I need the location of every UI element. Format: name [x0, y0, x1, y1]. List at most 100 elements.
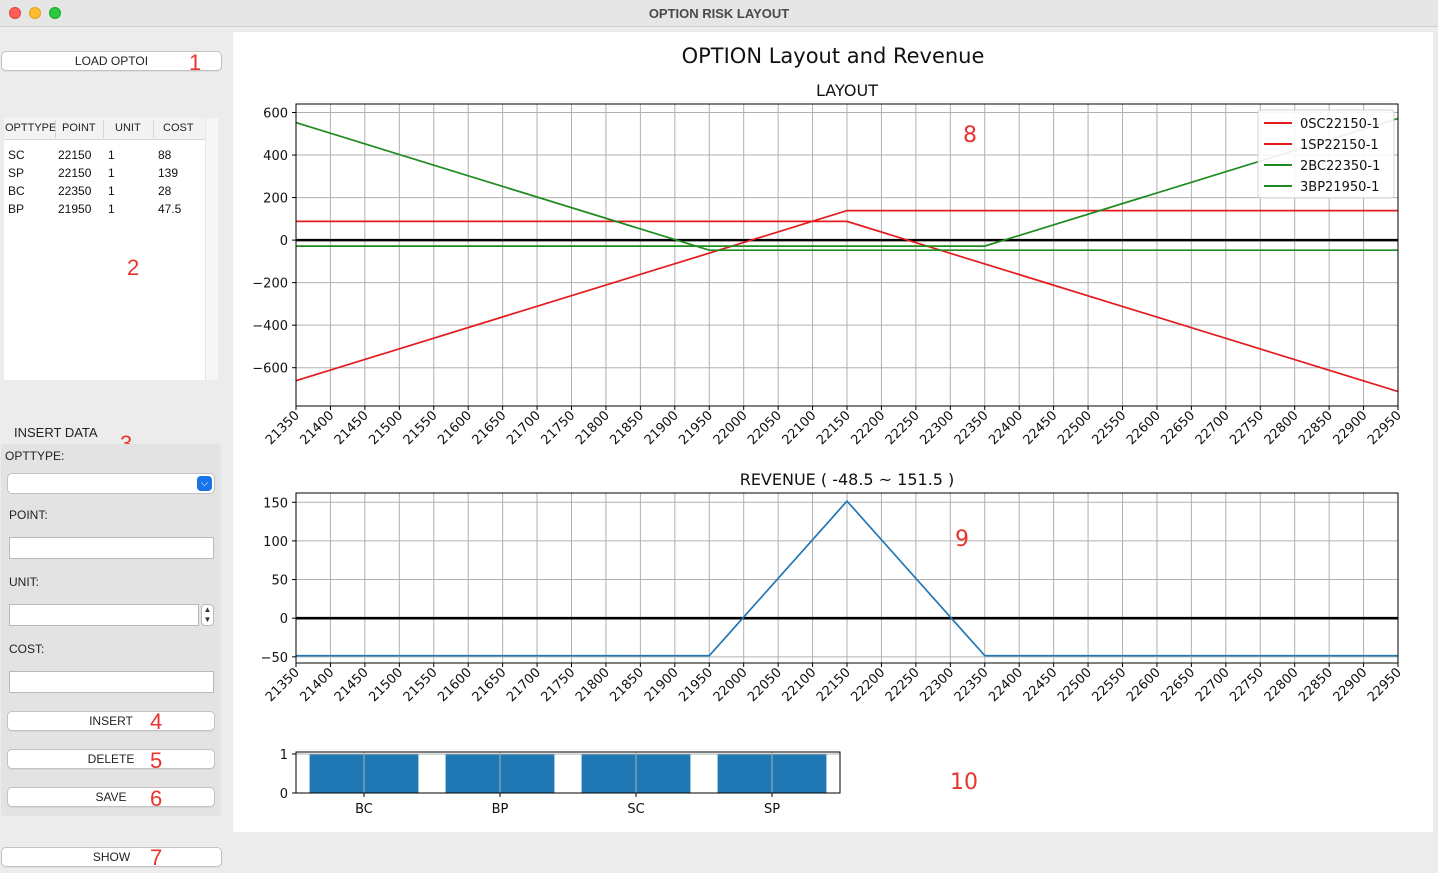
x-tick-label: 21850	[607, 408, 647, 448]
x-tick-label: 22250	[883, 408, 923, 448]
opttype-select[interactable]: ⌵	[7, 473, 215, 494]
y-tick-label: 0	[280, 234, 288, 249]
x-tick-label: 21750	[538, 408, 578, 448]
x-tick-label: 21800	[573, 408, 613, 448]
cell-unit: 1	[108, 148, 115, 162]
x-tick-label: 22800	[1262, 665, 1302, 705]
x-tick-label: 22450	[1021, 665, 1061, 705]
table-row[interactable]: BP 21950 1 47.5	[4, 201, 204, 219]
load-button[interactable]: LOAD OPTOI	[1, 51, 222, 71]
close-window-button[interactable]	[9, 7, 21, 19]
x-tick-label: 22300	[917, 408, 957, 448]
x-tick-label: 22750	[1227, 665, 1267, 705]
cell-opttype: SP	[8, 166, 25, 180]
save-button[interactable]: SAVE	[7, 787, 215, 807]
x-tick-label: 22400	[986, 665, 1026, 705]
minimize-window-button[interactable]	[29, 7, 41, 19]
x-tick-label: 21800	[573, 665, 613, 705]
x-tick-label: 21550	[401, 665, 441, 705]
opttype-label: OPTTYPE:	[5, 449, 65, 463]
x-tick-label: 22400	[986, 408, 1026, 448]
x-tick-label: 21900	[642, 408, 682, 448]
table-header: OPTTYPE POINT UNIT COST	[4, 118, 205, 140]
chevron-up-icon[interactable]: ▲	[203, 605, 212, 614]
column-header-opttype[interactable]: OPTTYPE	[5, 122, 57, 134]
x-tick-label: 22150	[814, 665, 854, 705]
legend-label: 1SP22150-1	[1300, 138, 1379, 153]
annotation-7: 7	[150, 845, 163, 870]
x-tick-label: 22950	[1365, 408, 1405, 448]
cell-cost: 47.5	[158, 202, 182, 216]
x-tick-label: 22850	[1296, 408, 1336, 448]
x-tick-label: 21750	[538, 665, 578, 705]
legend-label: 3BP21950-1	[1300, 180, 1379, 195]
x-tick-label: 22450	[1021, 408, 1061, 448]
unit-stepper[interactable]: ▲ ▼	[201, 604, 214, 626]
column-header-unit[interactable]: UNIT	[115, 122, 141, 134]
plot-canvas[interactable]: OPTION Layout and Revenue 21350 21400 2145…	[233, 32, 1433, 832]
x-tick-label: 22900	[1331, 665, 1371, 705]
y-tick-label: −200	[252, 277, 288, 292]
x-tick-label: 21450	[332, 665, 372, 705]
x-tick-label: 22900	[1331, 408, 1371, 448]
x-tick-label: 21500	[366, 408, 406, 448]
x-tick-label: 22750	[1227, 408, 1267, 448]
column-header-cost[interactable]: COST	[163, 122, 194, 134]
chevron-down-icon[interactable]: ⌵	[197, 476, 212, 491]
x-tick-label: 22550	[1089, 408, 1129, 448]
chevron-down-icon[interactable]: ▼	[203, 615, 212, 624]
annotation-6: 6	[150, 786, 163, 811]
options-table[interactable]: OPTTYPE POINT UNIT COST SC 22150 1 88 SP…	[4, 118, 218, 380]
x-tick-label: 22250	[883, 665, 923, 705]
insert-button[interactable]: INSERT	[7, 711, 215, 731]
x-tick-label: 22650	[1158, 408, 1198, 448]
x-tick-label: 22500	[1055, 665, 1095, 705]
x-tick-label: 21700	[504, 408, 544, 448]
cell-opttype: SC	[8, 148, 25, 162]
zoom-window-button[interactable]	[49, 7, 61, 19]
table-row[interactable]: SC 22150 1 88	[4, 147, 204, 165]
x-tick-label: 22150	[814, 408, 854, 448]
delete-button[interactable]: DELETE	[7, 749, 215, 769]
annotation-8: 8	[963, 123, 977, 148]
chart-title: LAYOUT	[816, 81, 878, 100]
x-tick-label: 21900	[642, 665, 682, 705]
x-tick-label: BC	[355, 802, 373, 817]
x-tick-label: 22050	[745, 408, 785, 448]
unit-label: UNIT:	[9, 575, 39, 589]
x-tick-label: 22700	[1193, 665, 1233, 705]
x-tick-label: 22200	[848, 408, 888, 448]
x-tick-label: 22850	[1296, 665, 1336, 705]
point-input[interactable]	[9, 537, 214, 559]
revenue-chart: 2135021400214502150021550216002165021700…	[261, 470, 1405, 705]
y-tick-label: −400	[252, 319, 288, 334]
x-tick-label: 21650	[470, 408, 510, 448]
figure-title: OPTION Layout and Revenue	[682, 44, 985, 68]
cell-cost: 28	[158, 184, 172, 198]
table-row[interactable]: SP 22150 1 139	[4, 165, 204, 183]
cell-unit: 1	[108, 166, 115, 180]
x-tick-label: 22600	[1124, 665, 1164, 705]
y-tick-label: 50	[271, 574, 288, 589]
cost-input[interactable]	[9, 671, 214, 693]
annotation-2: 2	[127, 255, 140, 280]
cell-cost: 139	[158, 166, 179, 180]
table-row[interactable]: BC 22350 1 28	[4, 183, 204, 201]
unit-input[interactable]	[9, 604, 199, 626]
x-tick-label: 21500	[366, 665, 406, 705]
x-tick-label: 21950	[676, 665, 716, 705]
x-tick-label: SP	[764, 802, 780, 817]
insert-data-title: INSERT DATA	[14, 425, 98, 440]
column-header-point[interactable]: POINT	[62, 122, 96, 134]
x-tick-label: 21850	[607, 665, 647, 705]
window-title: OPTION RISK LAYOUT	[648, 6, 790, 21]
cell-cost: 88	[158, 148, 172, 162]
x-tick-label: 22700	[1193, 408, 1233, 448]
y-tick-label: 150	[263, 496, 288, 511]
x-tick-label: 22200	[848, 665, 888, 705]
cell-opttype: BC	[8, 184, 25, 198]
show-button[interactable]: SHOW	[1, 847, 222, 867]
series-line-0SC22150-1	[296, 220, 1399, 393]
table-scrollbar[interactable]	[205, 118, 218, 380]
